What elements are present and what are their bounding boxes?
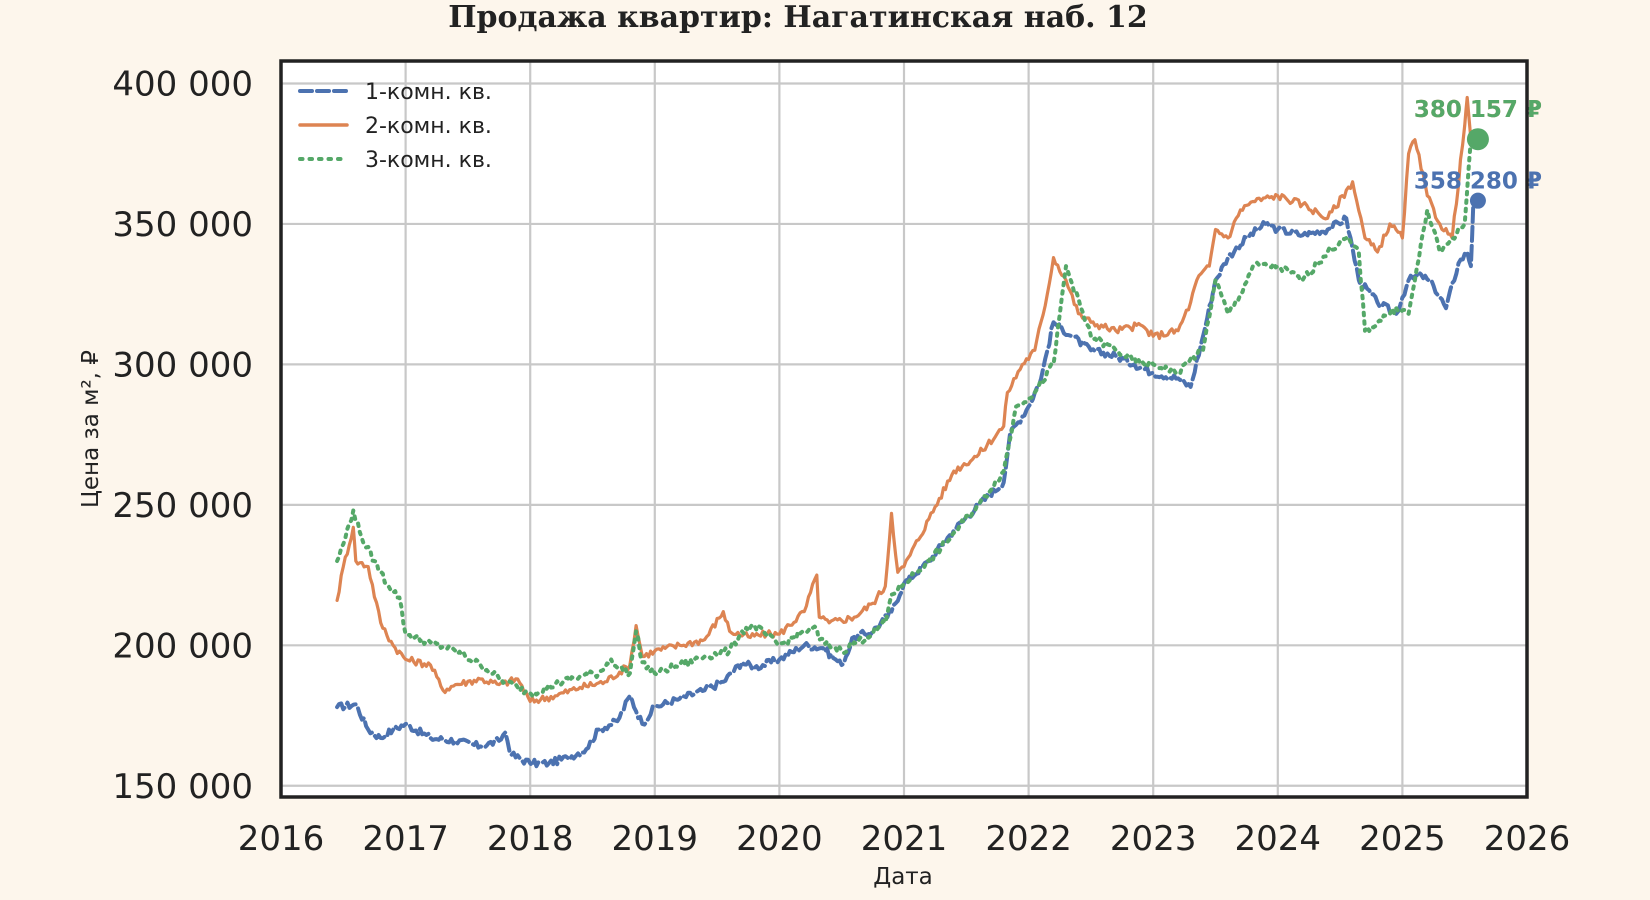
x-tick-label: 2017 xyxy=(362,819,449,859)
y-tick-labels: 150 000 200 000 250 000 300 000 350 000 400 0… xyxy=(112,64,253,806)
legend-label: 2-комн. кв. xyxy=(365,114,492,139)
x-axis-label: Дата xyxy=(873,864,933,890)
y-tick-label: 300 000 xyxy=(112,345,253,385)
y-tick-label: 250 000 xyxy=(112,486,253,526)
x-tick-label: 2026 xyxy=(1484,819,1571,859)
end-value-label: 380 157 ₽ xyxy=(1414,97,1542,123)
end-markers: 358 280 ₽380 157 ₽380 157 ₽ xyxy=(1414,97,1542,209)
legend: 1-комн. кв. 2-комн. кв. 3-комн. кв. xyxy=(298,80,492,173)
x-tick-label: 2019 xyxy=(612,819,699,859)
series-line xyxy=(335,198,1476,769)
end-marker xyxy=(1466,128,1489,151)
series-line xyxy=(335,137,1473,698)
x-tick-label: 2016 xyxy=(238,819,325,859)
chart-title: Продажа квартир: Нагатинская наб. 12 xyxy=(448,0,1148,35)
x-tick-label: 2022 xyxy=(985,819,1072,859)
y-tick-label: 400 000 xyxy=(112,64,253,104)
grid xyxy=(281,61,1527,797)
y-tick-label: 150 000 xyxy=(112,767,253,807)
x-tick-labels: 2016 2017 2018 2019 2020 2021 2022 2023 2024 2025… xyxy=(238,819,1571,859)
x-tick-label: 2024 xyxy=(1235,819,1322,859)
y-axis-label: Цена за м², ₽ xyxy=(78,350,104,508)
end-value-label: 380 157 ₽ xyxy=(1414,97,1542,123)
legend-label: 3-комн. кв. xyxy=(365,148,492,173)
x-tick-label: 2021 xyxy=(861,819,948,859)
plot-frame xyxy=(279,59,1529,799)
y-tick-label: 200 000 xyxy=(112,626,253,666)
x-tick-label: 2018 xyxy=(487,819,574,859)
y-tick-label: 350 000 xyxy=(112,205,253,245)
series-layer xyxy=(335,95,1476,769)
end-value-label: 358 280 ₽ xyxy=(1414,169,1542,195)
x-tick-label: 2023 xyxy=(1110,819,1197,859)
x-tick-label: 2025 xyxy=(1359,819,1446,859)
legend-label: 1-комн. кв. xyxy=(365,80,492,105)
x-tick-label: 2020 xyxy=(736,819,823,859)
end-marker xyxy=(1469,192,1486,209)
